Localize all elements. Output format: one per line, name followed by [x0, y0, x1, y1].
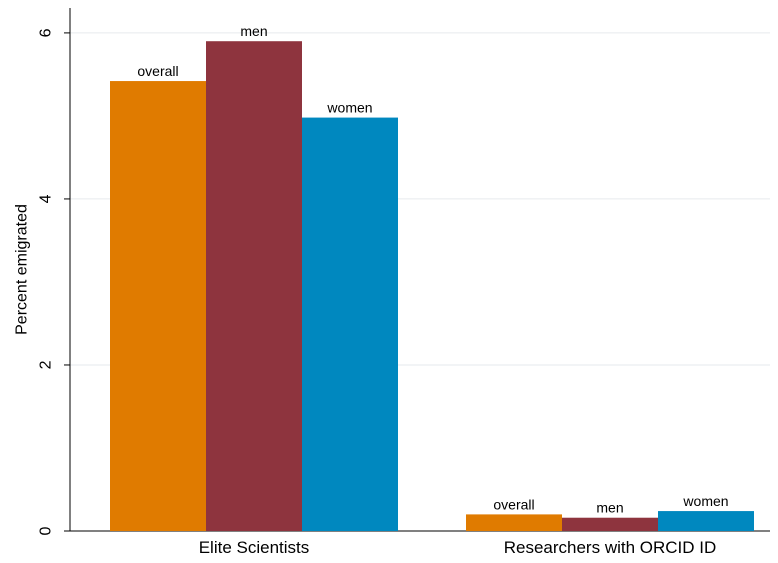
bar-1-2	[658, 511, 754, 531]
bar-label-0-1: men	[240, 23, 267, 39]
bar-1-1	[562, 517, 658, 531]
y-axis-title: Percent emigrated	[14, 204, 31, 335]
bar-label-1-1: men	[596, 500, 623, 516]
y-tick-label-1: 2	[38, 360, 55, 369]
bar-0-0	[110, 81, 206, 532]
bar-0-2	[302, 117, 398, 531]
x-tick-label-1: Researchers with ORCID ID	[504, 538, 717, 557]
bar-label-0-0: overall	[137, 63, 178, 79]
bar-label-1-2: women	[682, 493, 728, 509]
x-tick-label-0: Elite Scientists	[199, 538, 310, 557]
bar-1-0	[466, 514, 562, 531]
bar-label-0-2: women	[326, 100, 372, 116]
y-tick-label-2: 4	[38, 194, 55, 203]
y-tick-label-0: 0	[38, 526, 55, 535]
y-tick-label-3: 6	[38, 28, 55, 37]
bar-label-1-0: overall	[493, 496, 534, 512]
bar-0-1	[206, 41, 302, 531]
